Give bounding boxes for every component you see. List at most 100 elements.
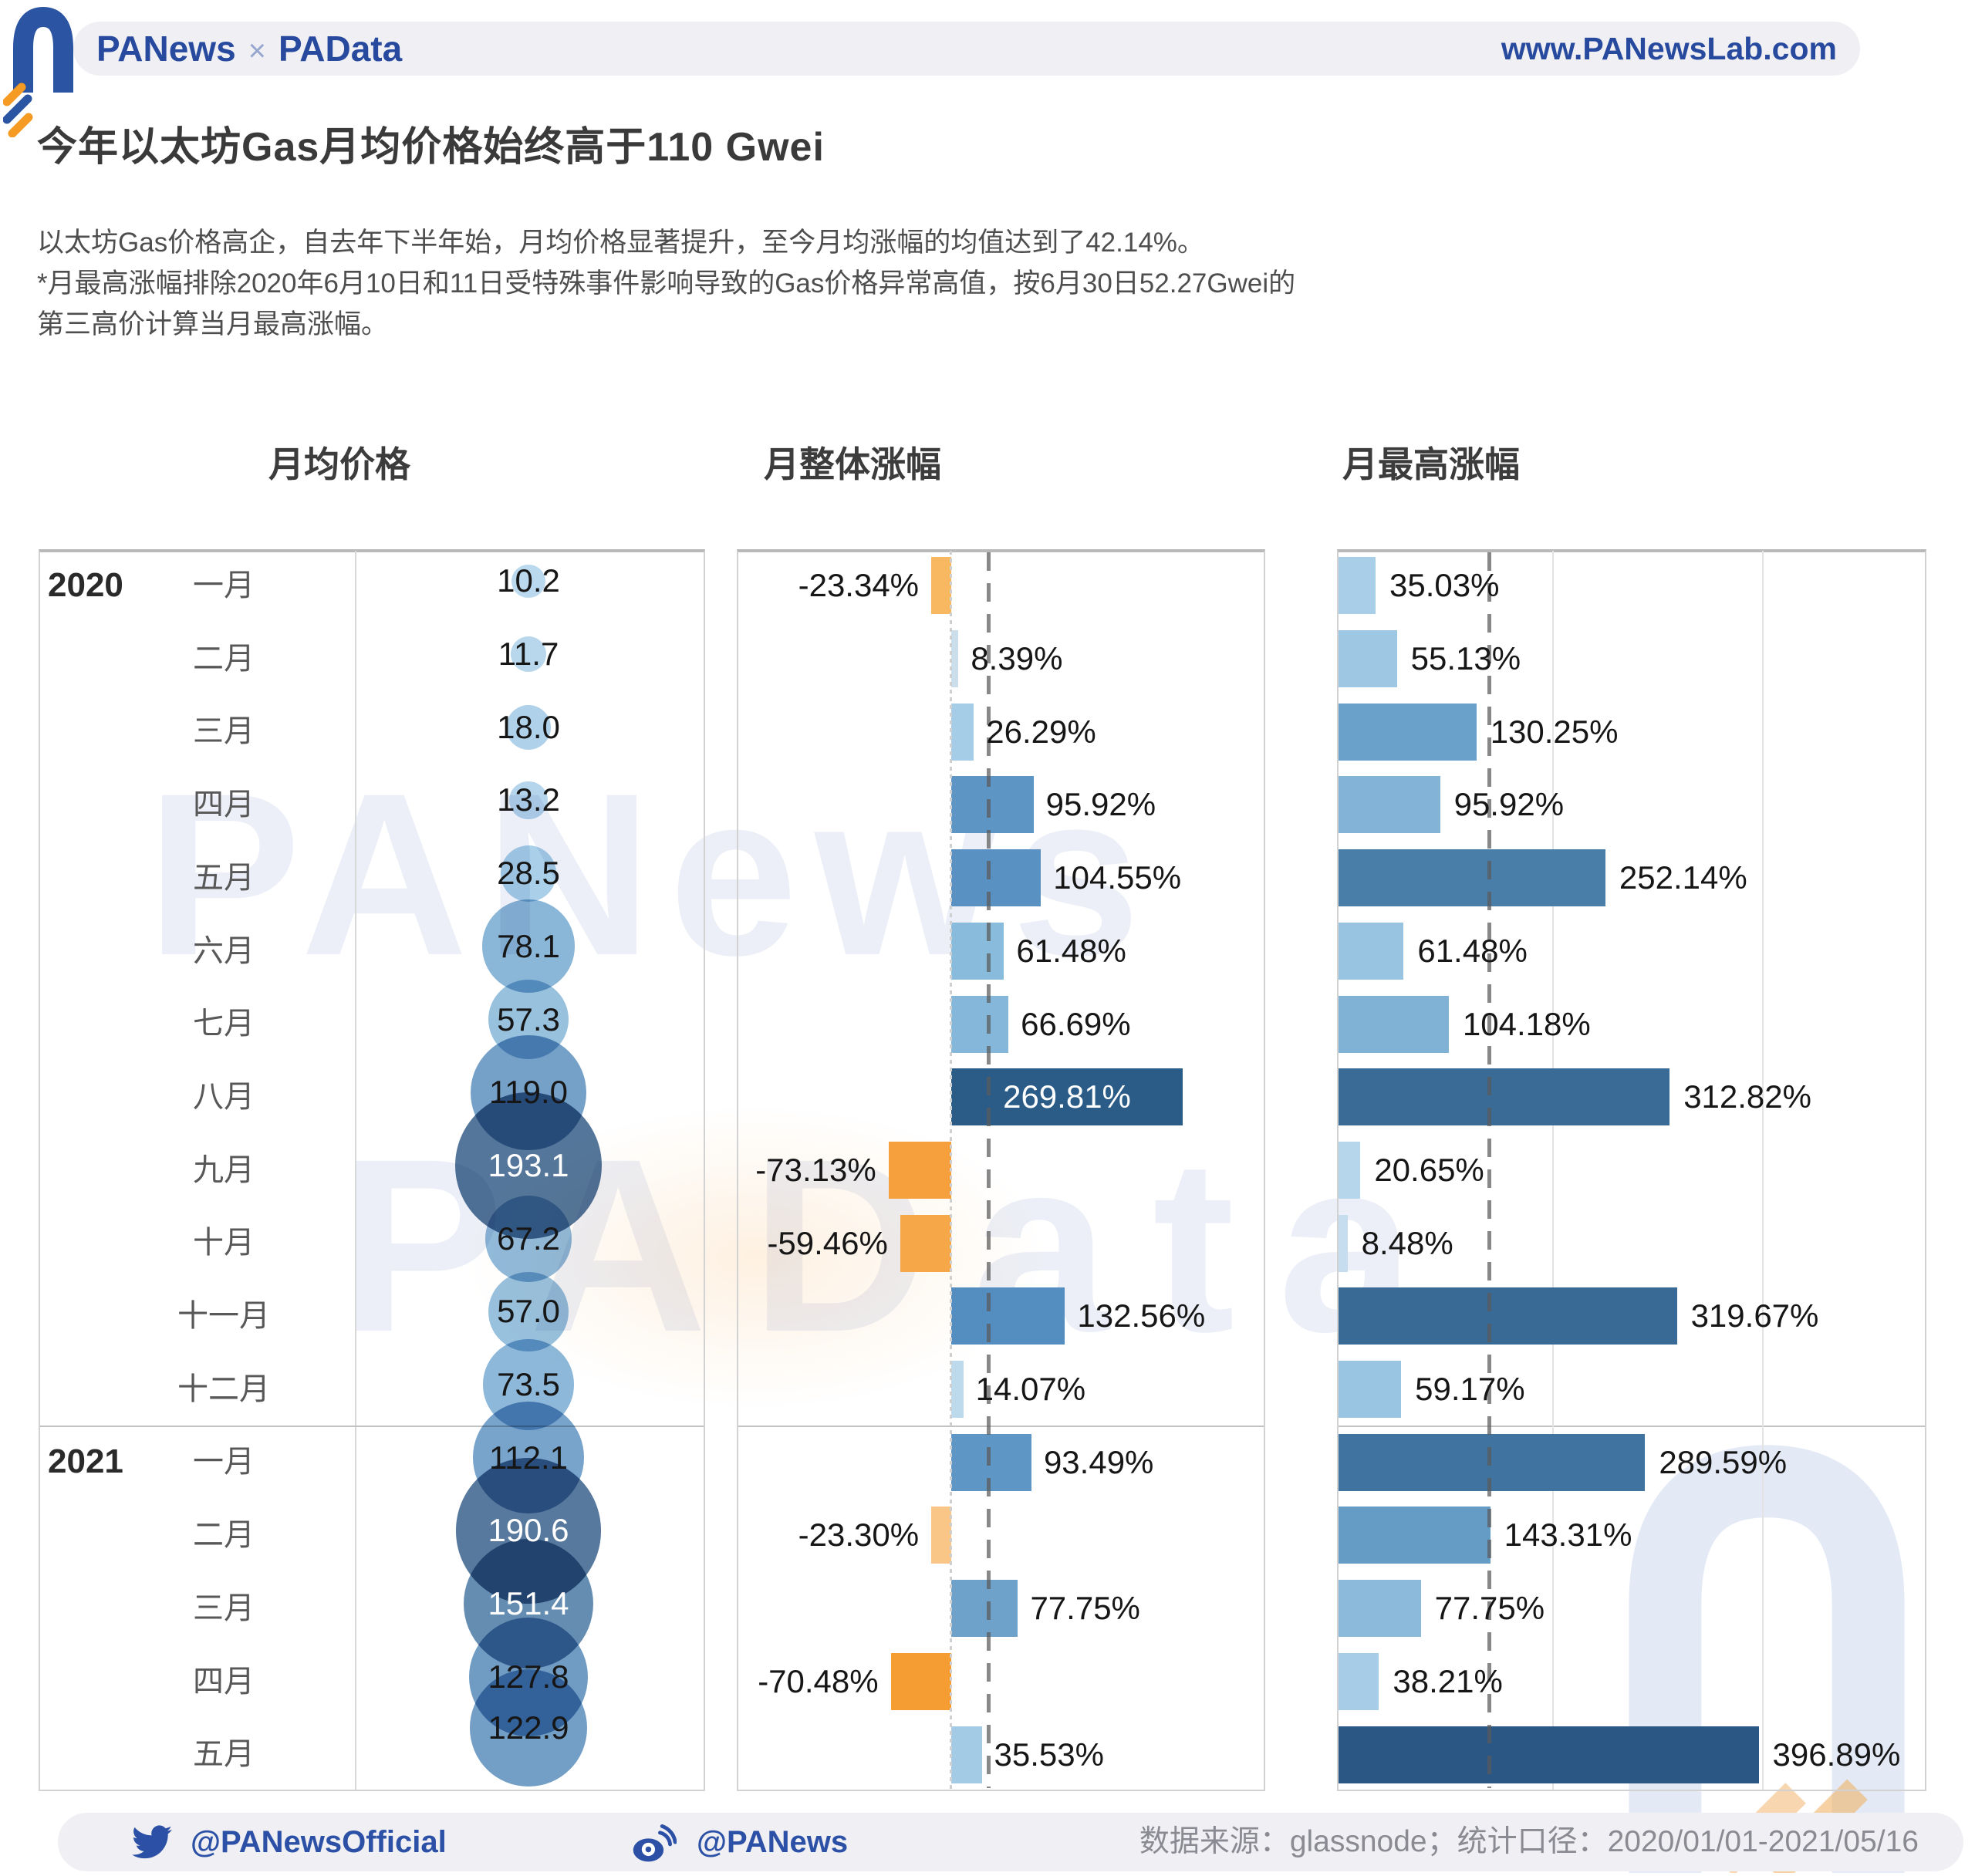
max-change-value: 95.92% — [1453, 786, 1565, 823]
overall-change-value: 77.75% — [1030, 1590, 1140, 1627]
twitter-icon[interactable] — [132, 1822, 172, 1862]
brand-lockup: PANews × PAData — [96, 22, 402, 76]
column-header-max-change: 月最高涨幅 — [1342, 444, 1520, 484]
twitter-handle[interactable]: @PANewsOfficial — [191, 1825, 447, 1859]
overall-change-bar — [951, 776, 1034, 834]
max-change-bar — [1339, 1580, 1421, 1638]
overall-change-bar — [951, 1580, 1018, 1638]
max-change-value: 59.17% — [1415, 1371, 1525, 1408]
overall-change-value: 93.49% — [1043, 1443, 1154, 1480]
max-change-bar — [1339, 1141, 1361, 1199]
avg-price-value: 119.0 — [489, 1074, 568, 1111]
max-change-bar — [1339, 1361, 1402, 1419]
overall-change-value: 8.39% — [971, 640, 1063, 677]
avg-price-value: 73.5 — [497, 1366, 560, 1403]
site-url[interactable]: www.PANewsLab.com — [1501, 31, 1837, 66]
month-label: 四月 — [193, 1664, 255, 1699]
overall-change-bar — [951, 1433, 1031, 1491]
panel-avg-price — [39, 549, 705, 1791]
brand-padata: PAData — [279, 29, 403, 69]
overall-change-value: 26.29% — [986, 713, 1096, 750]
avg-price-value: 127.8 — [488, 1658, 569, 1695]
max-change-bar — [1339, 1726, 1759, 1783]
overall-change-bar — [900, 1214, 951, 1272]
overall-change-bar — [951, 1287, 1065, 1345]
logo-stripe-orange-1 — [3, 83, 26, 106]
header-band: PANews × PAData www.PANewsLab.com — [73, 22, 1860, 76]
month-label: 四月 — [193, 788, 255, 822]
panel-max-change — [1337, 549, 1926, 1791]
month-label: 十月 — [193, 1226, 255, 1260]
month-label: 十一月 — [177, 1299, 270, 1333]
zero-baseline — [950, 551, 952, 1790]
max-change-value: 61.48% — [1417, 932, 1528, 969]
month-label: 三月 — [193, 1591, 255, 1625]
max-change-value: 20.65% — [1374, 1151, 1484, 1188]
overall-change-value: 66.69% — [1021, 1005, 1131, 1042]
avg-price-value: 10.2 — [497, 562, 560, 599]
logo-arch — [13, 6, 73, 93]
avg-price-value: 151.4 — [488, 1585, 569, 1622]
avg-price-bubble — [470, 1669, 587, 1787]
avg-price-value: 57.0 — [497, 1293, 560, 1330]
avg-price-value: 193.1 — [488, 1146, 569, 1183]
ghost-arch — [1629, 1445, 1905, 1873]
max-change-value: 312.82% — [1683, 1078, 1811, 1115]
avg-price-value: 18.0 — [497, 708, 560, 745]
avg-price-value: 112.1 — [489, 1439, 568, 1476]
overall-change-value: -59.46% — [767, 1224, 888, 1261]
year-label: 2021 — [48, 1442, 123, 1481]
max-change-value: 35.03% — [1389, 567, 1500, 604]
max-change-value: 77.75% — [1434, 1590, 1545, 1627]
overall-change-value: 14.07% — [975, 1371, 1086, 1408]
max-change-bar — [1339, 1433, 1646, 1491]
overall-change-value: 35.53% — [994, 1736, 1104, 1773]
max-change-value: 8.48% — [1361, 1224, 1453, 1261]
overall-change-value: 95.92% — [1045, 786, 1156, 823]
max-change-bar — [1339, 849, 1605, 907]
weibo-icon[interactable] — [630, 1822, 677, 1864]
month-label: 十二月 — [177, 1372, 270, 1406]
avg-price-bubble — [509, 781, 548, 820]
max-change-value: 252.14% — [1619, 859, 1747, 896]
avg-price-value: 190.6 — [488, 1512, 569, 1549]
month-label: 五月 — [193, 860, 255, 895]
column-header-overall-change: 月整体涨幅 — [764, 444, 941, 484]
avg-price-bubble — [500, 845, 557, 902]
max-change-bar — [1339, 630, 1397, 688]
overall-change-bar — [951, 922, 1004, 980]
month-label: 一月 — [193, 1445, 255, 1480]
avg-price-value: 78.1 — [497, 927, 560, 964]
max-change-value: 396.89% — [1772, 1736, 1901, 1773]
year-separator-line-2 — [738, 1426, 1264, 1427]
max-change-value: 104.18% — [1462, 1005, 1591, 1042]
overall-change-value: 132.56% — [1077, 1297, 1206, 1334]
logo-stripe-orange-2 — [8, 113, 33, 137]
avg-price-bubble — [510, 636, 547, 673]
gridline-400pct — [1762, 551, 1764, 1790]
month-label: 八月 — [193, 1079, 255, 1114]
data-source-note: 数据来源：glassnode；统计口径：2020/01/01-2021/05/1… — [1139, 1825, 1919, 1858]
year-separator-line-1 — [40, 1426, 704, 1427]
max-change-value: 55.13% — [1410, 640, 1521, 677]
brand-panews: PANews — [96, 29, 236, 69]
panews-logo-icon — [3, 6, 73, 137]
column-header-avg-price: 月均价格 — [268, 444, 410, 484]
overall-change-bar — [890, 1652, 951, 1710]
max-change-bar — [1339, 1507, 1491, 1564]
avg-price-bubble — [484, 1195, 572, 1282]
overall-change-value: -23.30% — [798, 1517, 920, 1554]
max-change-value: 319.67% — [1690, 1297, 1819, 1334]
overall-change-value: 104.55% — [1053, 859, 1182, 896]
panel-overall-change — [737, 549, 1265, 1791]
month-label: 六月 — [193, 933, 255, 968]
max-change-bar — [1339, 995, 1449, 1053]
overall-change-bar — [951, 1361, 964, 1419]
overall-change-value: 61.48% — [1016, 932, 1126, 969]
avg-price-bubble — [505, 704, 551, 750]
overall-change-value: 269.81% — [1003, 1078, 1131, 1115]
mean-line-overall-42.14pct — [987, 552, 991, 1788]
weibo-handle[interactable]: @PANews — [697, 1825, 849, 1859]
max-change-bar — [1339, 1068, 1670, 1126]
max-change-bar — [1339, 776, 1440, 834]
